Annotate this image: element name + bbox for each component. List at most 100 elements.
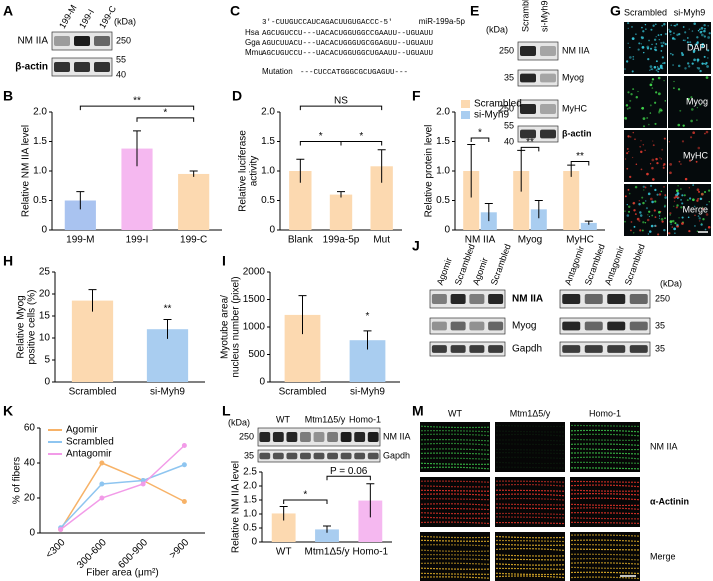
speckle [664, 217, 667, 220]
speckle [632, 131, 635, 134]
speckle [658, 111, 661, 114]
speckle [632, 232, 635, 234]
striation [570, 429, 640, 433]
speckle [626, 214, 630, 217]
speckle [701, 33, 704, 37]
striation [420, 562, 490, 565]
marker-label: 250 [239, 431, 254, 441]
speckle [628, 106, 631, 110]
speckle [657, 233, 660, 236]
speckle [655, 69, 658, 72]
marker-label: 35 [655, 320, 665, 330]
point [99, 495, 105, 501]
speckle [648, 123, 650, 126]
lane-label: Scrambled [489, 243, 513, 287]
striation [570, 576, 640, 580]
striation [420, 576, 490, 579]
speckle [641, 26, 643, 29]
striation [570, 566, 640, 569]
x-tick-label: 199-M [66, 235, 94, 246]
speckle [650, 224, 654, 228]
bar [271, 513, 296, 542]
y-tick-label: 25 [39, 267, 51, 278]
unit-label: (kDa) [228, 417, 250, 427]
legend-label: Agomir [66, 425, 98, 436]
striation [570, 512, 640, 515]
speckle [674, 232, 676, 234]
speckle [653, 38, 657, 41]
speckle [684, 177, 688, 181]
speckle [701, 45, 704, 48]
y-axis-label: nucleus number (pixel) [230, 276, 241, 377]
blot-strip [559, 317, 651, 335]
speckle [648, 230, 652, 233]
blot-band [94, 62, 110, 72]
speckle [708, 201, 710, 203]
x-tick-label: Blank [288, 235, 314, 246]
speckle [647, 233, 649, 235]
speckle [630, 229, 632, 232]
line [59, 462, 185, 530]
speckle [708, 32, 711, 35]
striation [570, 424, 640, 428]
striation [420, 516, 490, 519]
speckle [652, 144, 655, 147]
speckle [686, 199, 689, 202]
speckle [644, 149, 646, 152]
striation [495, 439, 565, 442]
speckle [677, 185, 679, 187]
striation [420, 503, 490, 506]
unit-label: (kDa) [114, 16, 136, 26]
speckle [697, 146, 701, 150]
y-tick-label: 2.0 [243, 481, 257, 492]
error-bar [484, 202, 493, 222]
bar [580, 222, 597, 230]
column-label: Mtm1Δ5/y [510, 408, 551, 418]
marker-label: 250 [655, 293, 670, 303]
significance-bracket [340, 141, 383, 146]
speckle [646, 218, 650, 222]
y-tick-label: 0.5 [436, 195, 450, 206]
error-bar [534, 200, 543, 219]
y-tick-label: 0 [251, 537, 257, 548]
speckle [659, 210, 662, 213]
speckle [697, 67, 701, 70]
speckle [674, 24, 677, 27]
speckle [652, 24, 655, 27]
striation [495, 503, 565, 506]
speckle [640, 168, 643, 171]
speckle [701, 207, 705, 211]
speckle [694, 225, 696, 227]
marker-label: 250 [116, 35, 131, 45]
column-label: si-Myh9 [674, 7, 706, 17]
speckle [663, 163, 666, 166]
blot-band [469, 321, 485, 331]
blot-band [300, 432, 311, 442]
striation [420, 544, 490, 547]
striation [420, 539, 490, 542]
striation [495, 575, 565, 579]
speckle [663, 79, 665, 82]
speckle [664, 100, 667, 102]
lane-label: Agomir [435, 256, 454, 286]
speckle [681, 216, 684, 219]
blot-strip [429, 341, 506, 357]
speckle [668, 28, 670, 31]
y-tick-label: 1.0 [436, 166, 450, 177]
blot-band [629, 345, 648, 353]
striation [420, 549, 490, 552]
speckle [646, 172, 649, 176]
point [181, 462, 187, 468]
blot-band [327, 432, 338, 442]
y-axis-label: Relative luciferase [238, 130, 249, 212]
speckle [638, 200, 640, 202]
striation [570, 539, 640, 543]
speckle [697, 49, 700, 52]
speckle [657, 92, 661, 96]
striation [495, 543, 565, 546]
y-axis-label: Relative NM IIA level [231, 461, 242, 553]
blot-strip [429, 289, 506, 309]
speckle [698, 217, 701, 220]
speckle [693, 22, 696, 26]
speckle [700, 26, 704, 30]
